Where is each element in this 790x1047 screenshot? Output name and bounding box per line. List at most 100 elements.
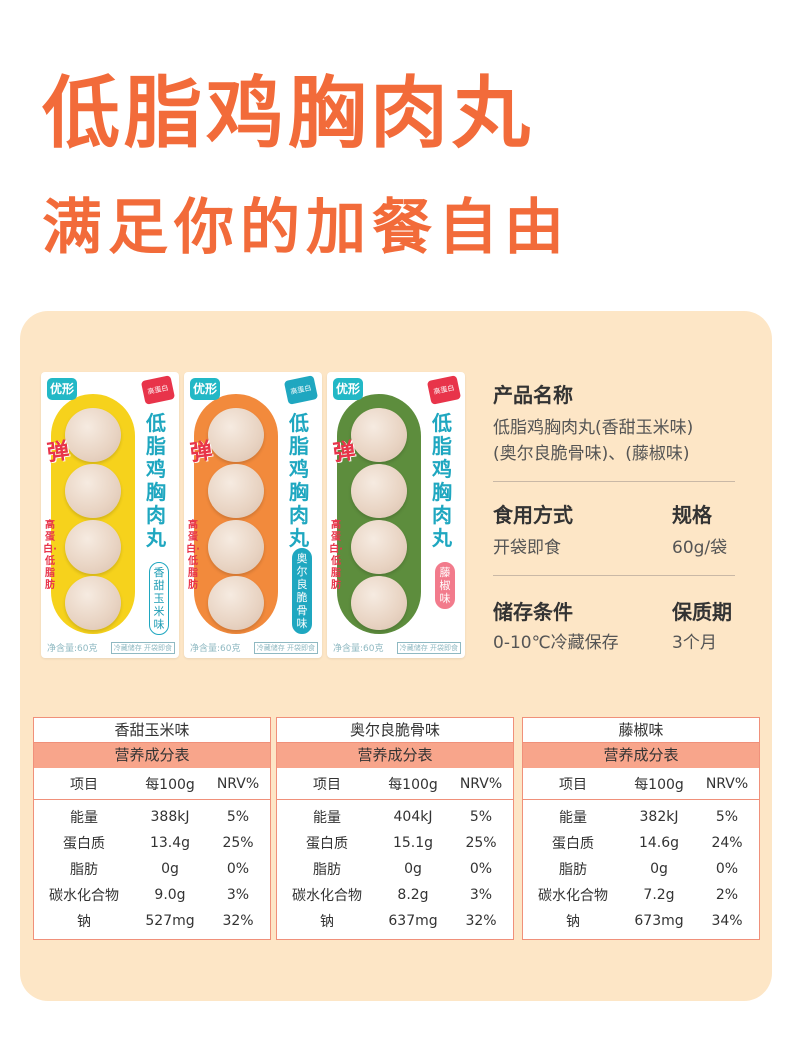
nutrition-flavor: 奥尔良脆骨味 xyxy=(277,718,513,743)
table-row: 钠 637mg 32% xyxy=(277,908,513,934)
table-row: 蛋白质 15.1g 25% xyxy=(277,830,513,856)
pack-dan-text: 弹 xyxy=(45,438,71,467)
pack-dan-text: 弹 xyxy=(188,438,214,467)
brand-logo: 优形 xyxy=(333,378,363,400)
pack-title: 低脂鸡胸肉丸 xyxy=(432,411,452,550)
meatball xyxy=(65,520,121,574)
row-value: 637mg xyxy=(388,913,438,929)
headline-main: 低脂鸡胸肉丸 xyxy=(42,69,535,159)
table-row: 钠 527mg 32% xyxy=(34,908,270,934)
pack-window xyxy=(194,394,278,634)
table-row: 能量 388kJ 5% xyxy=(34,804,270,830)
row-nrv: 0% xyxy=(715,861,739,877)
row-nrv: 0% xyxy=(469,861,493,877)
table-row: 能量 382kJ 5% xyxy=(523,804,759,830)
row-nrv: 32% xyxy=(465,913,497,929)
divider xyxy=(493,481,735,482)
row-item: 碳水化合物 xyxy=(538,888,608,904)
row-value: 382kJ xyxy=(639,809,679,825)
storage-label: 储存条件 xyxy=(493,600,573,624)
header-per100g: 每100g xyxy=(388,776,438,793)
row-nrv: 3% xyxy=(469,887,493,903)
header-per100g: 每100g xyxy=(145,776,195,793)
table-row: 碳水化合物 9.0g 3% xyxy=(34,882,270,908)
pack-net-weight: 净含量:60克 xyxy=(190,644,241,654)
row-value: 7.2g xyxy=(643,887,675,903)
header-nrv: NRV% xyxy=(705,775,749,792)
nutrition-title: 营养成分表 xyxy=(277,743,513,768)
pack-window xyxy=(337,394,421,634)
product-panel: 优形 高蛋白 弹 低脂鸡胸肉丸 高蛋白·低脂肪 香甜玉米味 净含量:60克 冷藏… xyxy=(20,311,772,1001)
row-item: 蛋白质 xyxy=(552,836,594,852)
row-item: 钠 xyxy=(77,914,91,930)
row-value: 14.6g xyxy=(638,835,680,851)
table-row: 脂肪 0g 0% xyxy=(277,856,513,882)
row-nrv: 3% xyxy=(226,887,250,903)
row-nrv: 32% xyxy=(222,913,254,929)
pack-claim: 高蛋白·低脂肪 xyxy=(43,520,57,591)
row-item: 碳水化合物 xyxy=(49,888,119,904)
row-nrv: 34% xyxy=(711,913,743,929)
pack-claim: 高蛋白·低脂肪 xyxy=(186,520,200,591)
header-item: 项目 xyxy=(70,776,98,793)
product-pack-orleans: 优形 高蛋白 弹 低脂鸡胸肉丸 高蛋白·低脂肪 奥尔良脆骨味 净含量:60克 冷… xyxy=(184,372,322,658)
nutrition-flavor: 香甜玉米味 xyxy=(34,718,270,743)
pack-window xyxy=(51,394,135,634)
divider xyxy=(493,575,735,576)
pack-net-weight: 净含量:60克 xyxy=(333,644,384,654)
pack-flavor: 藤椒味 xyxy=(435,562,455,609)
table-row: 钠 673mg 34% xyxy=(523,908,759,934)
nutrition-flavor: 藤椒味 xyxy=(523,718,759,743)
meatball xyxy=(351,464,407,518)
shelf-life-label: 保质期 xyxy=(672,600,732,624)
pack-storage: 冷藏储存 开袋即食 xyxy=(253,642,318,654)
row-item: 钠 xyxy=(566,914,580,930)
header-item: 项目 xyxy=(313,776,341,793)
pack-net-weight: 净含量:60克 xyxy=(47,644,98,654)
row-nrv: 5% xyxy=(469,809,493,825)
header-nrv: NRV% xyxy=(459,775,503,792)
row-item: 脂肪 xyxy=(313,862,341,878)
row-item: 碳水化合物 xyxy=(292,888,362,904)
meatball xyxy=(65,464,121,518)
pack-dan-text: 弹 xyxy=(331,438,357,467)
nutrition-table-corn: 香甜玉米味 营养成分表 项目 每100g NRV% 能量 388kJ 5% 蛋白质 1… xyxy=(33,717,271,940)
nutrition-header: 项目 每100g NRV% xyxy=(523,768,759,800)
meatball xyxy=(351,408,407,462)
nutrition-title: 营养成分表 xyxy=(34,743,270,768)
meatball xyxy=(208,408,264,462)
table-row: 蛋白质 14.6g 24% xyxy=(523,830,759,856)
shelf-life-value: 3个月 xyxy=(672,633,717,653)
row-item: 能量 xyxy=(313,810,341,826)
header-per100g: 每100g xyxy=(634,776,684,793)
meatball xyxy=(65,576,121,630)
brand-logo: 优形 xyxy=(190,378,220,400)
nutrition-table-orleans: 奥尔良脆骨味 营养成分表 项目 每100g NRV% 能量 404kJ 5% 蛋白质… xyxy=(276,717,514,940)
row-item: 蛋白质 xyxy=(306,836,348,852)
usage-label: 食用方式 xyxy=(493,503,573,527)
meatball xyxy=(208,464,264,518)
row-value: 0g xyxy=(650,861,668,877)
row-value: 673mg xyxy=(634,913,684,929)
row-nrv: 5% xyxy=(715,809,739,825)
pack-storage: 冷藏储存 开袋即食 xyxy=(110,642,175,654)
table-row: 脂肪 0g 0% xyxy=(34,856,270,882)
row-value: 0g xyxy=(161,861,179,877)
row-value: 15.1g xyxy=(392,835,434,851)
row-item: 脂肪 xyxy=(559,862,587,878)
product-pack-pepper: 优形 高蛋白 弹 低脂鸡胸肉丸 高蛋白·低脂肪 藤椒味 净含量:60克 冷藏储存… xyxy=(327,372,465,658)
meatball xyxy=(351,520,407,574)
row-nrv: 25% xyxy=(222,835,254,851)
brand-logo: 优形 xyxy=(47,378,77,400)
row-nrv: 2% xyxy=(715,887,739,903)
table-row: 碳水化合物 7.2g 2% xyxy=(523,882,759,908)
row-value: 388kJ xyxy=(150,809,190,825)
row-item: 能量 xyxy=(70,810,98,826)
row-item: 钠 xyxy=(320,914,334,930)
pack-claim: 高蛋白·低脂肪 xyxy=(329,520,343,591)
product-name-value-1: 低脂鸡胸肉丸(香甜玉米味) xyxy=(493,418,694,438)
badge: 高蛋白 xyxy=(283,375,319,405)
row-nrv: 24% xyxy=(711,835,743,851)
row-value: 9.0g xyxy=(154,887,186,903)
table-row: 能量 404kJ 5% xyxy=(277,804,513,830)
